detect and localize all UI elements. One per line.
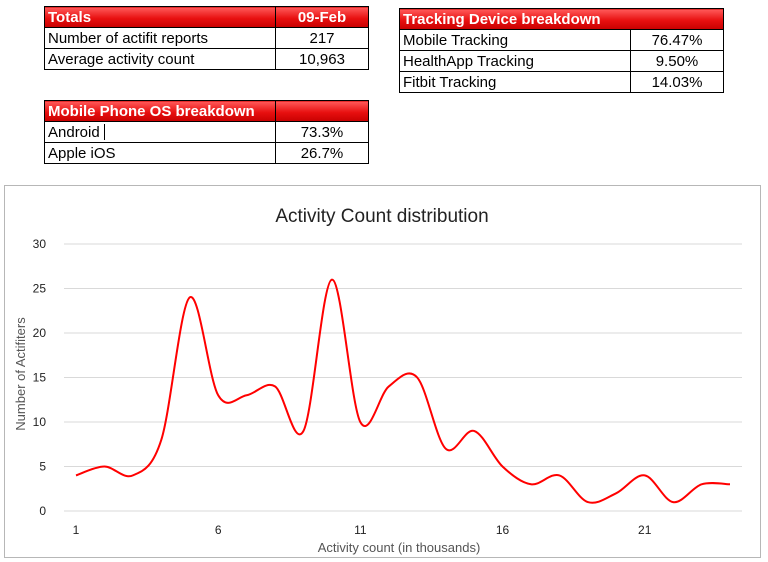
os-ios-label: Apple iOS: [44, 142, 276, 164]
y-tick-label: 15: [33, 371, 47, 385]
x-tick-label: 21: [638, 523, 652, 537]
y-tick-label: 0: [39, 504, 46, 518]
tracking-mobile-value: 76.47%: [630, 29, 724, 51]
cell-divider: [104, 124, 105, 140]
table-row: Fitbit Tracking 14.03%: [399, 71, 724, 93]
os-header-row: Mobile Phone OS breakdown: [44, 100, 369, 122]
mobile-os-table: Mobile Phone OS breakdown Android 73.3% …: [44, 100, 369, 164]
tracking-healthapp-value: 9.50%: [630, 50, 724, 72]
tracking-fitbit-label: Fitbit Tracking: [399, 71, 631, 93]
totals-reports-label: Number of actifit reports: [44, 27, 276, 49]
tracking-mobile-label: Mobile Tracking: [399, 29, 631, 51]
table-row: Apple iOS 26.7%: [44, 142, 369, 164]
tracking-device-table: Tracking Device breakdown Mobile Trackin…: [399, 8, 724, 93]
os-android-cell: Android: [44, 121, 276, 143]
x-tick-label: 16: [496, 523, 510, 537]
totals-reports-value: 217: [275, 27, 369, 49]
totals-header-date: 09-Feb: [275, 6, 369, 28]
totals-header-label: Totals: [44, 6, 276, 28]
x-tick-label: 1: [73, 523, 80, 537]
table-row: Number of actifit reports 217: [44, 27, 369, 49]
series-line: [75, 278, 731, 504]
tracking-header-label: Tracking Device breakdown: [399, 8, 724, 30]
table-row: Android 73.3%: [44, 121, 369, 143]
gridlines: [64, 243, 742, 512]
y-axis-title: Number of Actifiters: [13, 317, 28, 431]
chart-title: Activity Count distribution: [275, 206, 488, 227]
totals-table: Totals 09-Feb Number of actifit reports …: [44, 6, 369, 70]
x-tick-label: 11: [354, 523, 367, 537]
series-layer: [75, 278, 731, 504]
x-tick-label: 6: [215, 523, 222, 537]
y-tick-label: 30: [33, 237, 47, 251]
x-tick-labels: 1 6 11 16 21: [73, 523, 652, 537]
os-android-value: 73.3%: [275, 121, 369, 143]
x-axis-title: Activity count (in thousands): [318, 540, 481, 555]
table-row: HealthApp Tracking 9.50%: [399, 50, 724, 72]
tracking-fitbit-value: 14.03%: [630, 71, 724, 93]
tracking-healthapp-label: HealthApp Tracking: [399, 50, 631, 72]
totals-average-value: 10,963: [275, 48, 369, 70]
activity-chart: Activity Count distribution 0 5 10 15 20 25 30…: [13, 206, 742, 555]
os-ios-value: 26.7%: [275, 142, 369, 164]
y-tick-labels: 0 5 10 15 20 25 30: [33, 237, 47, 518]
y-tick-label: 25: [33, 282, 47, 296]
tracking-header-row: Tracking Device breakdown: [399, 8, 724, 30]
os-header-blank: [275, 100, 369, 122]
os-header-label: Mobile Phone OS breakdown: [44, 100, 276, 122]
table-row: Mobile Tracking 76.47%: [399, 29, 724, 51]
totals-average-label: Average activity count: [44, 48, 276, 70]
chart-frame: Activity Count distribution 0 5 10 15 20 25 30…: [4, 185, 761, 558]
table-row: Average activity count 10,963: [44, 48, 369, 70]
totals-header-row: Totals 09-Feb: [44, 6, 369, 28]
y-tick-label: 10: [33, 415, 47, 429]
y-tick-label: 5: [39, 460, 46, 474]
os-android-label: Android: [48, 123, 100, 141]
y-tick-label: 20: [33, 326, 47, 340]
